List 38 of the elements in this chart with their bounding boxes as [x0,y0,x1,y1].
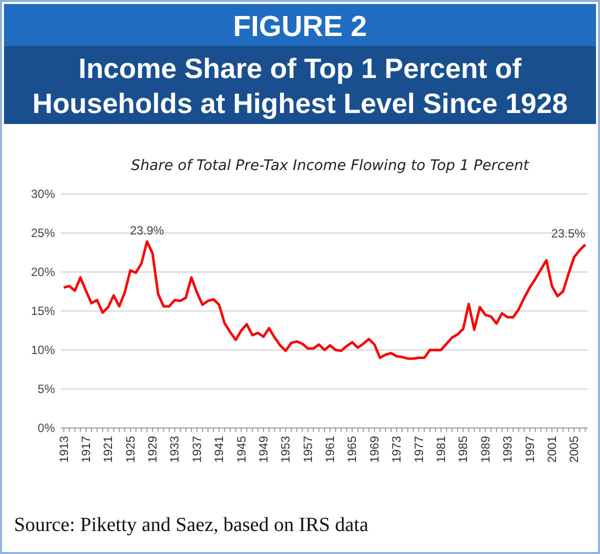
x-tick-label: 1945 [234,436,248,463]
y-tick-label: 10% [30,343,56,357]
x-tick-label: 1925 [123,436,138,463]
x-tick-label: 1961 [323,436,338,463]
y-tick-label: 20% [30,265,56,279]
x-tick-label: 1941 [212,436,226,463]
y-tick-label: 5% [38,382,56,396]
x-tick-label: 1957 [300,436,315,463]
line-series [62,240,586,360]
chart-title: FIGURE 2 [233,11,367,43]
x-tick-label: 1993 [500,436,515,463]
x-tick-label: 1933 [168,436,182,463]
x-tick-label: 1949 [256,436,270,463]
y-tick-label: 25% [30,226,56,240]
x-tick-label: 1973 [390,436,404,463]
x-tick-label: 1969 [367,436,382,463]
y-tick-label: 0% [38,421,56,435]
chart-subtitle: Income Share of Top 1 Percent of Households at Highest Level Since 1928 [32,53,568,119]
x-tick-label: 1981 [434,436,448,463]
x-tick-label: 1913 [56,436,71,463]
x-tick-label: 1921 [101,436,116,463]
x-tick-label: 1953 [278,436,293,463]
x-tick-label: 1989 [478,436,492,463]
x-tick-label: 1977 [412,436,426,463]
source-note: Source: Piketty and Saez, based on IRS data [14,514,368,536]
text: Share of Total Pre-Tax Income Flowing to Top 1 Percent [131,158,530,174]
annotation: 23.5% [551,226,586,241]
x-tick-label: 1985 [456,436,470,463]
x-tick-label: 2005 [567,436,582,463]
x-tick-label: 1917 [78,436,93,463]
x-tick-label: 2001 [544,436,559,463]
y-tick-label: 15% [30,304,56,318]
x-tick-label: 1997 [522,436,537,463]
x-tick-label: 1929 [146,436,160,463]
x-tick-label: 1965 [345,436,360,463]
annotation: 23.9% [130,224,164,238]
y-tick-label: 30% [30,187,56,201]
x-tick-label: 1937 [190,436,204,463]
